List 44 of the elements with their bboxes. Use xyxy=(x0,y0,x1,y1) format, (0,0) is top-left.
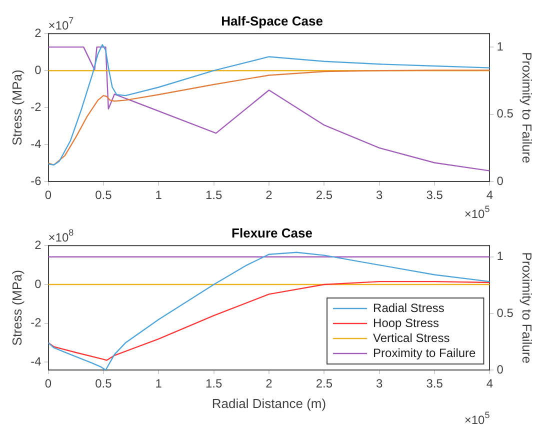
x-tick-label: 0.5 xyxy=(95,188,112,202)
x-tick-label: 2.5 xyxy=(316,188,333,202)
x-tick-label: 1.5 xyxy=(205,376,222,391)
y2-tick-label: 1 xyxy=(496,249,504,264)
y-tick-label: -6 xyxy=(30,174,42,188)
x-tick-label: 4 xyxy=(486,376,494,391)
y-tick-label: 2 xyxy=(34,26,42,40)
x-tick-label: 3.5 xyxy=(426,188,444,202)
y2-tick-label: 0 xyxy=(496,174,504,188)
x-tick-label: 0.5 xyxy=(95,376,112,391)
x-tick-label: 1 xyxy=(155,376,162,391)
y-tick-label: -2 xyxy=(30,316,42,330)
y-tick-label: 2 xyxy=(34,238,42,252)
x-tick-label: 0 xyxy=(44,376,52,391)
y2-tick-label: 0 xyxy=(496,362,504,376)
x-tick-label: 4 xyxy=(486,188,494,202)
x-tick-label: 2.5 xyxy=(316,376,333,391)
chart-title: Half-Space Case xyxy=(221,13,323,28)
y2-tick-label: 1 xyxy=(496,39,504,54)
y2-tick-label: 0.5 xyxy=(496,106,514,121)
legend-label: Vertical Stress xyxy=(373,330,450,345)
y-tick-label: -4 xyxy=(30,354,42,369)
y-axis-title: Stress (MPa) xyxy=(9,270,24,346)
x-tick-label: 1 xyxy=(155,188,162,202)
y2-axis-title: Proximity to Failure xyxy=(520,252,535,364)
y-tick-label: -4 xyxy=(30,136,42,151)
x-tick-label: 3 xyxy=(376,376,384,391)
legend-label: Radial Stress xyxy=(373,300,444,315)
x-tick-label: 3.5 xyxy=(426,376,444,391)
y-tick-label: 0 xyxy=(34,276,42,291)
x-tick-label: 0 xyxy=(44,188,52,202)
y-tick-label: -2 xyxy=(30,100,42,114)
x-tick-label: 2 xyxy=(266,376,273,391)
legend-label: Proximity to Failure xyxy=(373,346,476,360)
y2-axis-title: Proximity to Failure xyxy=(520,52,535,164)
x-axis-title: Radial Distance (m) xyxy=(212,396,326,411)
y-axis-title: Stress (MPa) xyxy=(9,70,24,146)
legend-label: Hoop Stress xyxy=(373,316,440,330)
x-tick-label: 2 xyxy=(266,188,273,202)
y2-tick-label: 0.5 xyxy=(496,306,514,320)
x-tick-label: 1.5 xyxy=(205,188,222,202)
x-tick-label: 3 xyxy=(376,188,384,202)
chart-title: Flexure Case xyxy=(232,225,312,240)
y-tick-label: 0 xyxy=(34,62,42,77)
